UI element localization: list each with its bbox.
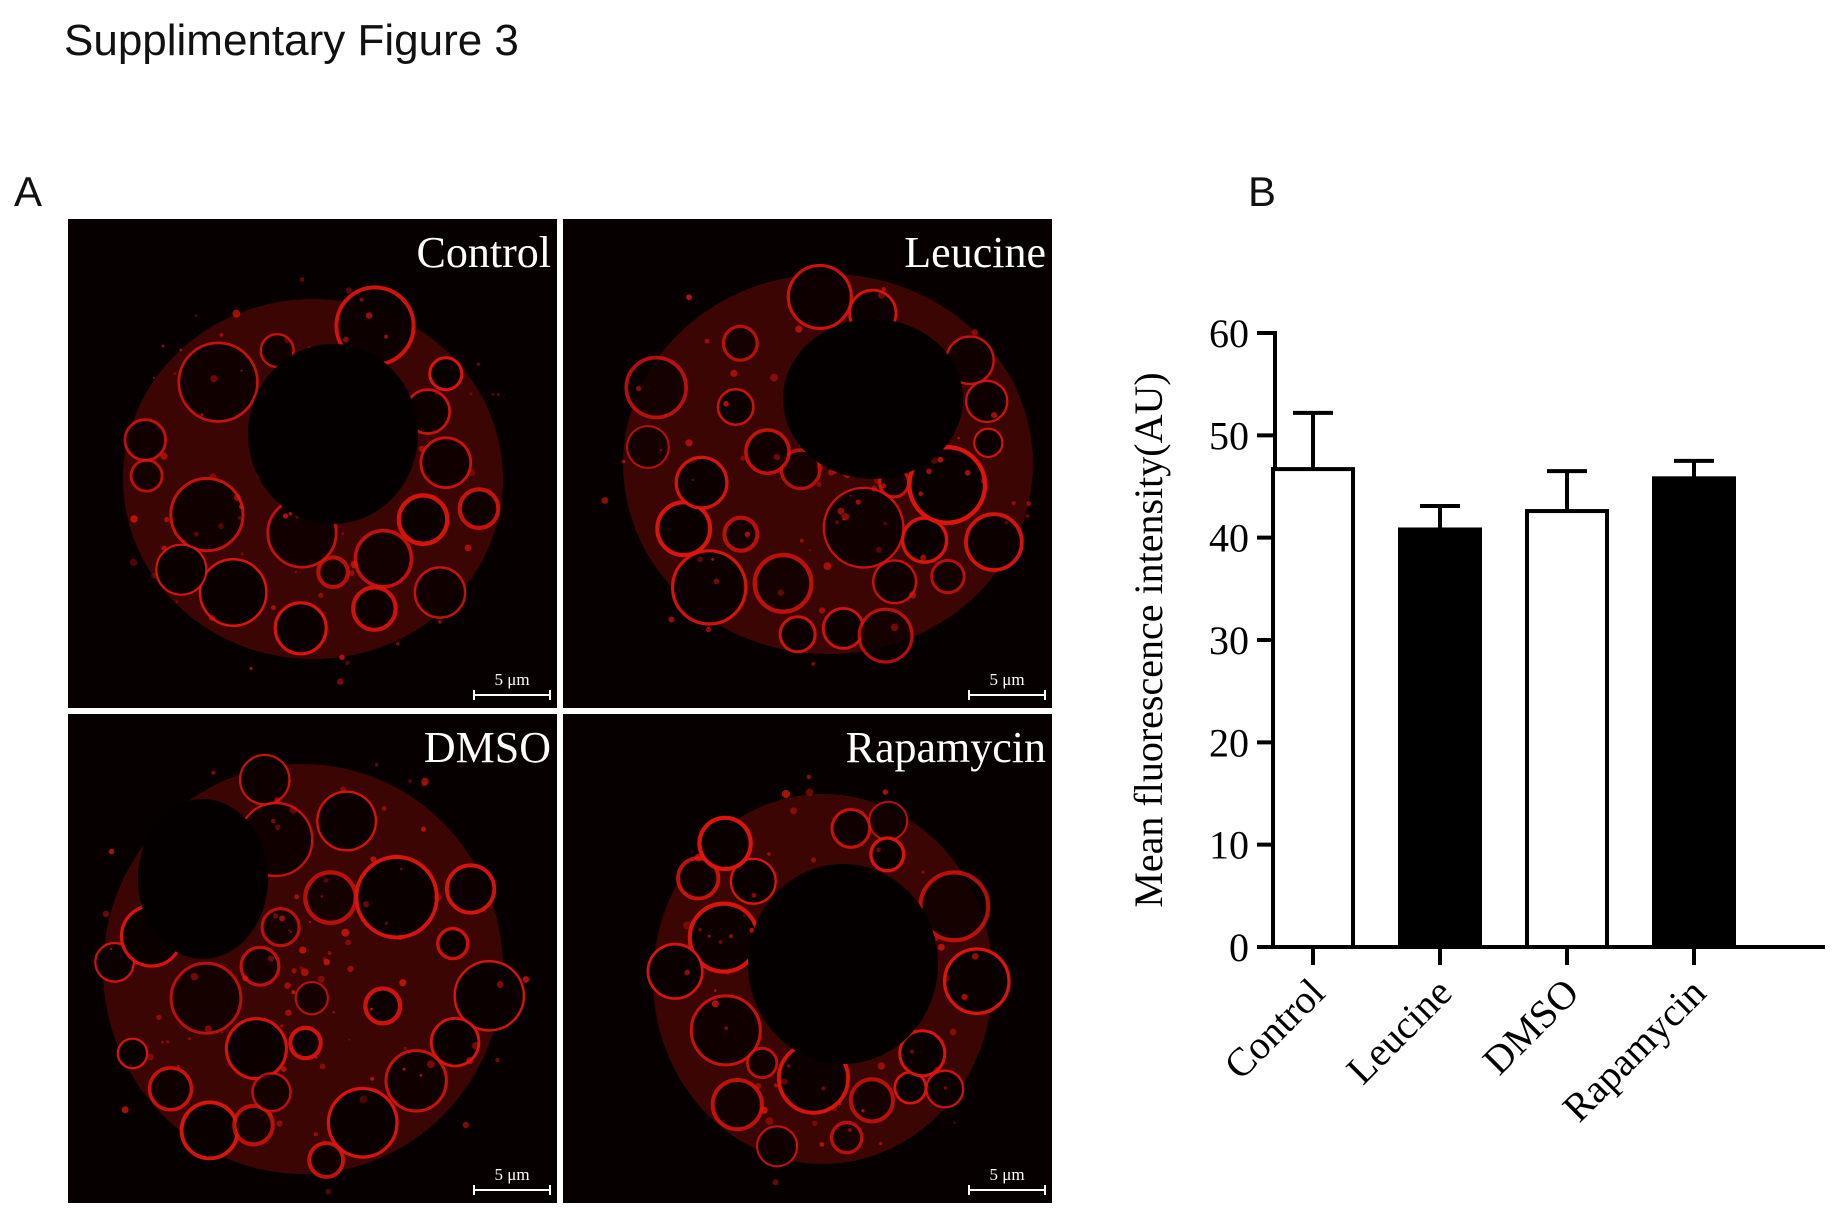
panel-a-letter: A [14,168,43,215]
scale-bar-leucine: 5 μm [968,670,1046,700]
scale-bar-text-rapamycin: 5 μm [989,1165,1025,1184]
scale-bar-text-control: 5 μm [494,670,530,689]
micrograph-label-leucine: Leucine [904,228,1046,277]
micrograph-label-rapamycin: Rapamycin [845,723,1046,772]
y-axis-label: Mean fluorescence intensity(AU) [1126,372,1171,907]
x-tick-label-dmso: DMSO [1474,970,1588,1084]
micrograph-leucine: Leucine 5 μm [563,219,1052,708]
figure-title: Supplimentary Figure 3 [64,16,519,65]
micrograph-control: Control 5 μm [68,219,557,708]
y-tick-label-40: 40 [1209,516,1249,561]
panel-b-letter: B [1248,168,1277,215]
micrograph-dmso-image [94,753,530,1195]
micrograph-grid: Control 5 μm Leucine 5 μm DMSO 5 μm Rapa… [68,219,1052,1205]
x-tick-label-control: Control [1215,970,1333,1088]
micrograph-control-image [123,277,503,685]
y-tick-label-60: 60 [1209,311,1249,356]
bar-rapamycin [1652,476,1736,950]
x-tick-label-leucine: Leucine [1337,970,1460,1093]
bar-control [1271,467,1355,949]
y-tick-label-30: 30 [1209,618,1249,663]
micrograph-label-dmso: DMSO [423,723,551,772]
micrograph-label-control: Control [416,228,551,277]
micrograph-leucine-image [601,263,1033,666]
micrograph-dmso: DMSO 5 μm [68,714,557,1203]
scale-bar-rapamycin: 5 μm [968,1165,1046,1195]
scale-bar-text-dmso: 5 μm [494,1165,530,1184]
y-tick-label-0: 0 [1229,925,1249,970]
bar-dmso [1525,509,1609,949]
y-tick-label-20: 20 [1209,720,1249,765]
scale-bar-dmso: 5 μm [473,1165,551,1195]
micrograph-rapamycin: Rapamycin 5 μm [563,714,1052,1203]
y-tick-label-10: 10 [1209,823,1249,868]
bar-leucine [1398,527,1482,949]
micrograph-rapamycin-image [646,774,1011,1186]
scale-bar-text-leucine: 5 μm [989,670,1025,689]
bar-chart: 0 10 20 30 40 50 60 Mean fluorescence intensity… [1126,311,1825,1130]
y-tick-label-50: 50 [1209,413,1249,458]
scale-bar-control: 5 μm [473,670,551,700]
